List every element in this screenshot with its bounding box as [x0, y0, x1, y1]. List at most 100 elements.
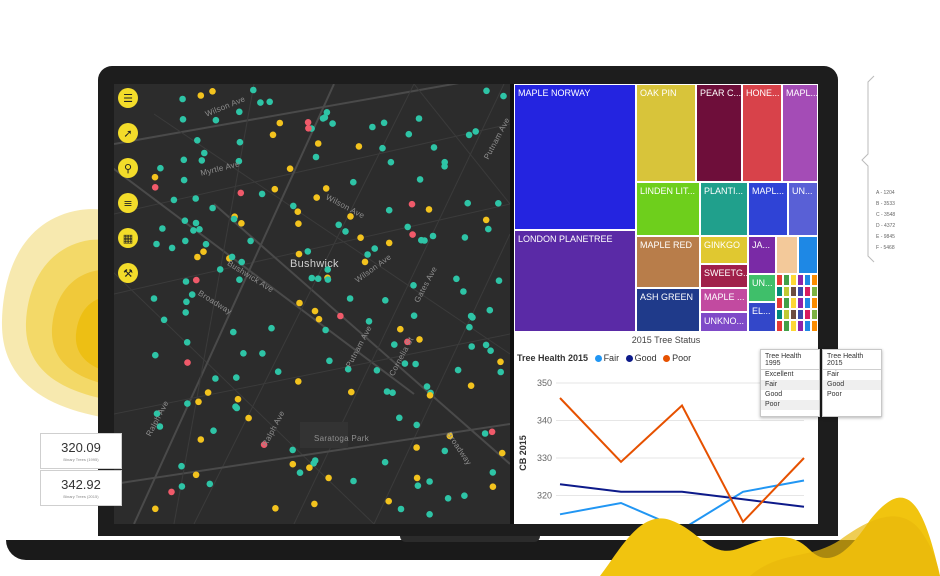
- tree-point[interactable]: [369, 123, 376, 131]
- treemap-mini-tile[interactable]: [783, 297, 790, 309]
- tree-point[interactable]: [460, 288, 467, 295]
- tree-point[interactable]: [230, 328, 237, 336]
- treemap-mini-tile[interactable]: [797, 308, 804, 321]
- treemap-mini-tile[interactable]: [797, 297, 804, 309]
- tree-point[interactable]: [258, 190, 266, 198]
- tree-point[interactable]: [350, 477, 357, 485]
- map-canvas[interactable]: [114, 84, 510, 524]
- tree-point[interactable]: [296, 469, 304, 477]
- tree-point[interactable]: [295, 220, 302, 227]
- slicer-2015-item[interactable]: Fair: [827, 371, 840, 378]
- tree-point[interactable]: [182, 237, 189, 245]
- tree-point[interactable]: [364, 251, 371, 258]
- treemap-tile[interactable]: MAPLE ...: [700, 288, 748, 312]
- tree-point[interactable]: [488, 428, 496, 436]
- tree-point[interactable]: [192, 219, 200, 227]
- tree-point[interactable]: [236, 276, 243, 283]
- tree-point[interactable]: [193, 276, 200, 284]
- tree-point[interactable]: [314, 140, 322, 147]
- tree-point[interactable]: [269, 131, 277, 139]
- treemap-tile[interactable]: PLANTI...: [700, 182, 748, 236]
- tree-point[interactable]: [194, 253, 201, 261]
- tree-point[interactable]: [179, 95, 186, 103]
- tree-point[interactable]: [357, 234, 364, 241]
- tree-point[interactable]: [192, 195, 199, 202]
- tree-point[interactable]: [153, 240, 160, 248]
- tree-point[interactable]: [183, 298, 190, 306]
- tree-point[interactable]: [197, 436, 205, 443]
- tree-point[interactable]: [413, 421, 421, 429]
- tree-point[interactable]: [454, 366, 462, 374]
- tree-point[interactable]: [290, 202, 297, 210]
- tree-point[interactable]: [276, 119, 284, 127]
- grid-icon[interactable]: ▦: [118, 228, 138, 248]
- tree-point[interactable]: [430, 144, 438, 151]
- tree-point[interactable]: [153, 410, 161, 418]
- tree-point[interactable]: [489, 483, 497, 491]
- tree-point[interactable]: [426, 511, 433, 518]
- slicer-1995-item[interactable]: Fair: [761, 380, 819, 390]
- tree-point[interactable]: [188, 291, 196, 298]
- tree-point[interactable]: [461, 492, 468, 500]
- tree-point[interactable]: [216, 266, 224, 273]
- tree-point[interactable]: [311, 457, 319, 464]
- treemap-mini-tile[interactable]: [804, 297, 811, 309]
- tree-point[interactable]: [266, 98, 273, 106]
- tree-point[interactable]: [418, 236, 425, 244]
- tree-point[interactable]: [472, 128, 480, 135]
- tree-point[interactable]: [489, 469, 497, 476]
- tree-point[interactable]: [441, 163, 448, 170]
- tree-point[interactable]: [178, 462, 185, 470]
- tree-point[interactable]: [412, 360, 419, 368]
- tree-point[interactable]: [396, 414, 403, 422]
- tree-point[interactable]: [387, 158, 395, 166]
- tree-point[interactable]: [482, 216, 490, 224]
- tree-point[interactable]: [379, 144, 386, 152]
- tree-point[interactable]: [257, 99, 264, 106]
- tree-point[interactable]: [180, 156, 188, 164]
- tree-point[interactable]: [202, 240, 210, 248]
- tree-point[interactable]: [485, 225, 492, 233]
- tree-point[interactable]: [312, 153, 320, 161]
- tree-point[interactable]: [181, 217, 189, 224]
- treemap-tile[interactable]: [798, 236, 818, 274]
- tree-point[interactable]: [324, 266, 331, 273]
- tree-point[interactable]: [305, 125, 312, 132]
- tree-point[interactable]: [182, 278, 190, 285]
- tree-point[interactable]: [311, 500, 318, 508]
- tree-point[interactable]: [170, 196, 178, 204]
- tree-point[interactable]: [497, 358, 504, 366]
- tree-point[interactable]: [461, 234, 469, 241]
- tree-point[interactable]: [152, 351, 159, 359]
- tree-point[interactable]: [344, 365, 352, 373]
- slicer-tree-health-1995[interactable]: Tree Health 1995 Excellent Fair Good Poo…: [760, 349, 820, 417]
- tree-point[interactable]: [184, 359, 191, 366]
- tree-point[interactable]: [380, 119, 388, 127]
- tree-point[interactable]: [466, 323, 473, 331]
- tree-point[interactable]: [383, 388, 391, 395]
- tree-point[interactable]: [350, 178, 357, 186]
- tree-point[interactable]: [329, 120, 336, 127]
- treemap-mini-tile[interactable]: [776, 320, 783, 332]
- tree-point[interactable]: [495, 200, 502, 207]
- tree-point[interactable]: [497, 368, 505, 376]
- tree-point[interactable]: [323, 109, 331, 116]
- tree-point[interactable]: [198, 157, 206, 164]
- tree-point[interactable]: [296, 299, 303, 307]
- tree-point[interactable]: [304, 119, 312, 126]
- tree-point[interactable]: [413, 444, 420, 451]
- tree-point[interactable]: [182, 309, 189, 316]
- tree-point[interactable]: [268, 324, 275, 332]
- treemap-mini-tile[interactable]: [783, 285, 790, 298]
- tree-point[interactable]: [481, 430, 489, 437]
- tree-point[interactable]: [385, 206, 393, 214]
- treemap-mini-tile[interactable]: [797, 285, 804, 298]
- tree-point[interactable]: [304, 248, 312, 255]
- tree-point[interactable]: [247, 237, 254, 245]
- tree-point[interactable]: [342, 228, 349, 235]
- tree-point[interactable]: [232, 403, 239, 411]
- tree-point[interactable]: [200, 248, 207, 255]
- tree-point[interactable]: [289, 446, 296, 454]
- tree-point[interactable]: [245, 414, 252, 422]
- tree-point[interactable]: [423, 383, 431, 390]
